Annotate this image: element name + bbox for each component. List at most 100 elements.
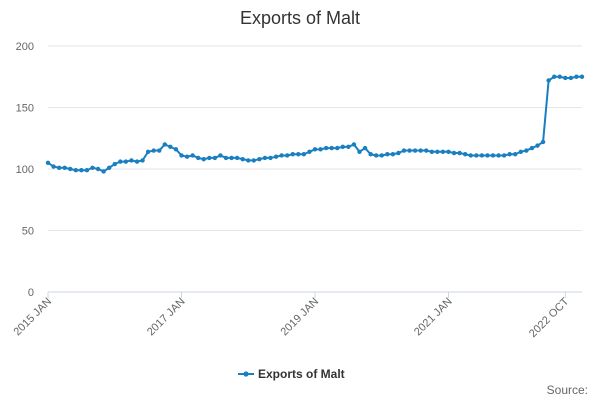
data-point[interactable] — [451, 150, 457, 156]
data-point[interactable] — [112, 161, 117, 167]
data-point[interactable] — [51, 164, 56, 169]
data-point[interactable] — [563, 75, 568, 81]
data-point[interactable] — [501, 153, 507, 158]
data-point[interactable] — [435, 149, 440, 154]
data-point[interactable] — [323, 145, 329, 151]
data-point[interactable] — [446, 149, 451, 154]
data-point[interactable] — [418, 148, 423, 153]
data-point[interactable] — [101, 169, 106, 174]
data-point[interactable] — [357, 149, 362, 154]
data-point[interactable] — [68, 166, 73, 172]
data-point[interactable] — [223, 155, 229, 161]
data-point[interactable] — [123, 159, 129, 164]
data-point[interactable] — [284, 153, 290, 158]
data-point[interactable] — [396, 150, 401, 156]
data-point[interactable] — [251, 158, 257, 163]
data-point[interactable] — [95, 166, 101, 172]
data-point[interactable] — [218, 153, 223, 158]
data-point[interactable] — [557, 74, 562, 79]
data-point[interactable] — [45, 160, 51, 166]
data-point[interactable] — [468, 153, 473, 158]
data-point[interactable] — [518, 149, 524, 154]
data-point[interactable] — [513, 152, 518, 157]
data-point[interactable] — [462, 152, 468, 157]
data-point[interactable] — [273, 154, 279, 159]
data-point[interactable] — [340, 144, 346, 150]
data-point[interactable] — [351, 142, 357, 147]
data-point[interactable] — [179, 153, 184, 158]
data-point[interactable] — [368, 152, 373, 157]
data-point[interactable] — [184, 154, 190, 159]
data-point[interactable] — [296, 152, 301, 157]
data-point[interactable] — [118, 159, 123, 164]
data-point[interactable] — [407, 148, 412, 153]
data-point[interactable] — [268, 155, 273, 161]
data-point[interactable] — [551, 74, 557, 79]
data-point[interactable] — [262, 155, 268, 161]
data-point[interactable] — [529, 145, 535, 151]
data-point[interactable] — [195, 155, 201, 161]
data-point[interactable] — [401, 148, 407, 153]
data-point[interactable] — [507, 152, 512, 157]
data-point[interactable] — [335, 145, 340, 151]
data-point[interactable] — [84, 168, 90, 173]
data-point[interactable] — [474, 153, 479, 158]
data-point[interactable] — [229, 155, 234, 161]
data-point[interactable] — [385, 152, 390, 157]
data-point[interactable] — [173, 147, 179, 152]
data-point[interactable] — [312, 147, 318, 152]
data-point[interactable] — [346, 144, 351, 150]
data-point[interactable] — [546, 78, 551, 83]
data-point[interactable] — [579, 74, 585, 79]
data-point[interactable] — [168, 144, 173, 150]
data-point[interactable] — [212, 155, 218, 161]
data-point[interactable] — [145, 149, 151, 154]
data-point[interactable] — [362, 145, 368, 151]
data-point[interactable] — [329, 145, 334, 151]
data-point[interactable] — [290, 152, 295, 157]
data-point[interactable] — [140, 158, 145, 163]
data-point[interactable] — [190, 153, 195, 158]
data-point[interactable] — [240, 156, 245, 162]
data-point[interactable] — [73, 168, 79, 173]
data-point[interactable] — [246, 158, 251, 163]
data-point[interactable] — [307, 149, 312, 154]
data-point[interactable] — [373, 153, 379, 158]
data-point[interactable] — [234, 155, 240, 161]
data-point[interactable] — [201, 156, 206, 162]
data-point[interactable] — [424, 148, 429, 153]
data-point[interactable] — [457, 150, 462, 156]
data-point[interactable] — [134, 159, 140, 164]
data-point[interactable] — [568, 75, 574, 81]
data-point[interactable] — [412, 148, 418, 153]
data-point[interactable] — [440, 149, 446, 154]
legend-item-exports-of-malt[interactable]: Exports of Malt — [258, 367, 345, 381]
data-point[interactable] — [157, 148, 162, 153]
data-point[interactable] — [106, 165, 112, 170]
data-point[interactable] — [535, 143, 540, 148]
series-line[interactable] — [47, 75, 582, 173]
data-point[interactable] — [207, 155, 212, 161]
series-exports-of-malt[interactable] — [45, 74, 585, 174]
legend[interactable]: Exports of Malt — [238, 367, 345, 381]
data-point[interactable] — [62, 165, 67, 170]
data-point[interactable] — [257, 156, 262, 162]
data-point[interactable] — [574, 74, 579, 79]
data-point[interactable] — [524, 148, 529, 153]
data-point[interactable] — [429, 149, 435, 154]
data-point[interactable] — [90, 165, 95, 170]
data-point[interactable] — [390, 152, 396, 157]
data-point[interactable] — [379, 153, 384, 158]
data-point[interactable] — [129, 158, 134, 163]
data-point[interactable] — [56, 165, 62, 170]
data-point[interactable] — [162, 142, 168, 147]
data-point[interactable] — [151, 148, 156, 153]
data-point[interactable] — [279, 153, 284, 158]
data-point[interactable] — [490, 153, 496, 158]
data-point[interactable] — [485, 153, 490, 158]
data-point[interactable] — [79, 168, 84, 173]
data-point[interactable] — [540, 139, 546, 145]
data-point[interactable] — [301, 152, 307, 157]
data-point[interactable] — [496, 153, 501, 158]
data-point[interactable] — [318, 147, 323, 152]
